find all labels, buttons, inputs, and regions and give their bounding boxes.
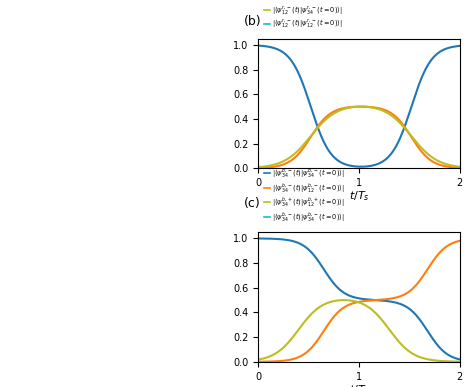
X-axis label: $t/T_s$: $t/T_s$ [349,383,369,387]
Text: (c): (c) [244,197,261,211]
X-axis label: $t/T_s$: $t/T_s$ [349,190,369,203]
Legend: $|\langle\psi_{12}^{t,-}(t)|\psi_{12}^{t,-}(t{=}0)\rangle|$, $|\langle\psi_{12}^: $|\langle\psi_{12}^{t,-}(t)|\psi_{12}^{t… [262,0,345,33]
Text: (b): (b) [244,15,262,29]
Legend: $|\langle\psi_{34}^{b,-}(t)|\psi_{34}^{b,-}(t{=}0)\rangle|$, $|\langle\psi_{34}^: $|\langle\psi_{34}^{b,-}(t)|\psi_{34}^{b… [262,164,347,226]
